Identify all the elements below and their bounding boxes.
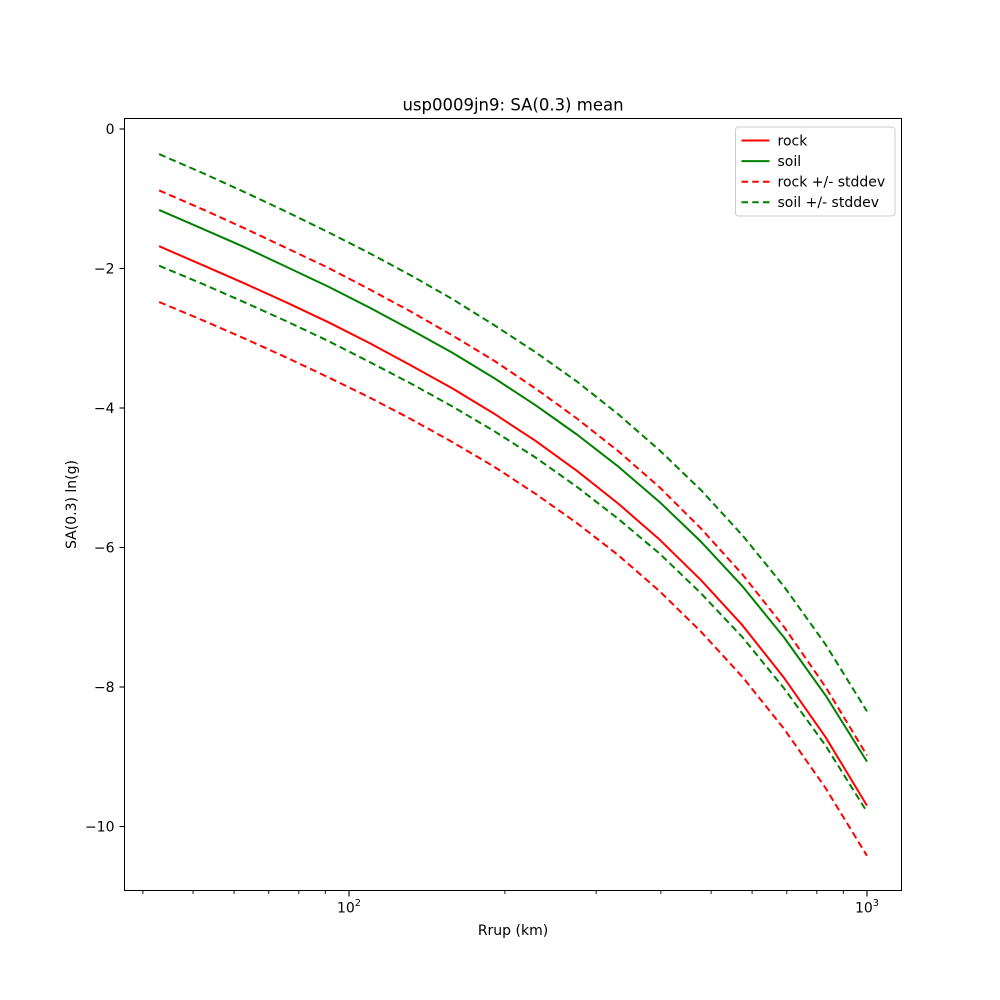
legend: rock soil rock +/- stddev soil +/- stddev	[735, 126, 896, 217]
plot-series	[158, 153, 868, 857]
y-tick-label: −2	[94, 261, 115, 277]
soil-minus-stddev-curve	[158, 264, 868, 813]
legend-label: rock +/- stddev	[778, 175, 886, 191]
y-tick-label: −6	[94, 540, 115, 556]
x-tick-label: 103	[855, 898, 879, 917]
rock-minus-stddev-curve	[158, 301, 868, 857]
x-tick-label: 102	[337, 898, 361, 917]
soil-plus-stddev-curve	[158, 153, 868, 712]
soil-curve	[158, 208, 868, 763]
x-axis-label: Rrup (km)	[478, 923, 548, 939]
y-axis-label: SA(0.3) ln(g)	[64, 460, 80, 549]
chart-title: usp0009jn9: SA(0.3) mean	[402, 96, 623, 115]
plot-frame	[124, 118, 902, 891]
x-axis-ticks: 102 103	[142, 890, 879, 917]
y-tick-label: −8	[94, 680, 115, 696]
legend-box	[735, 126, 896, 217]
legend-label: soil +/- stddev	[778, 195, 880, 211]
y-tick-label: 0	[106, 122, 115, 138]
legend-label: rock	[778, 133, 809, 149]
y-tick-label: −4	[94, 401, 115, 417]
rock-plus-stddev-curve	[158, 189, 868, 756]
y-axis-ticks: 0 −2 −4 −6 −8 −10	[85, 122, 125, 835]
rock-curve	[158, 245, 868, 807]
legend-label: soil	[778, 154, 802, 170]
y-tick-label: −10	[85, 819, 115, 835]
